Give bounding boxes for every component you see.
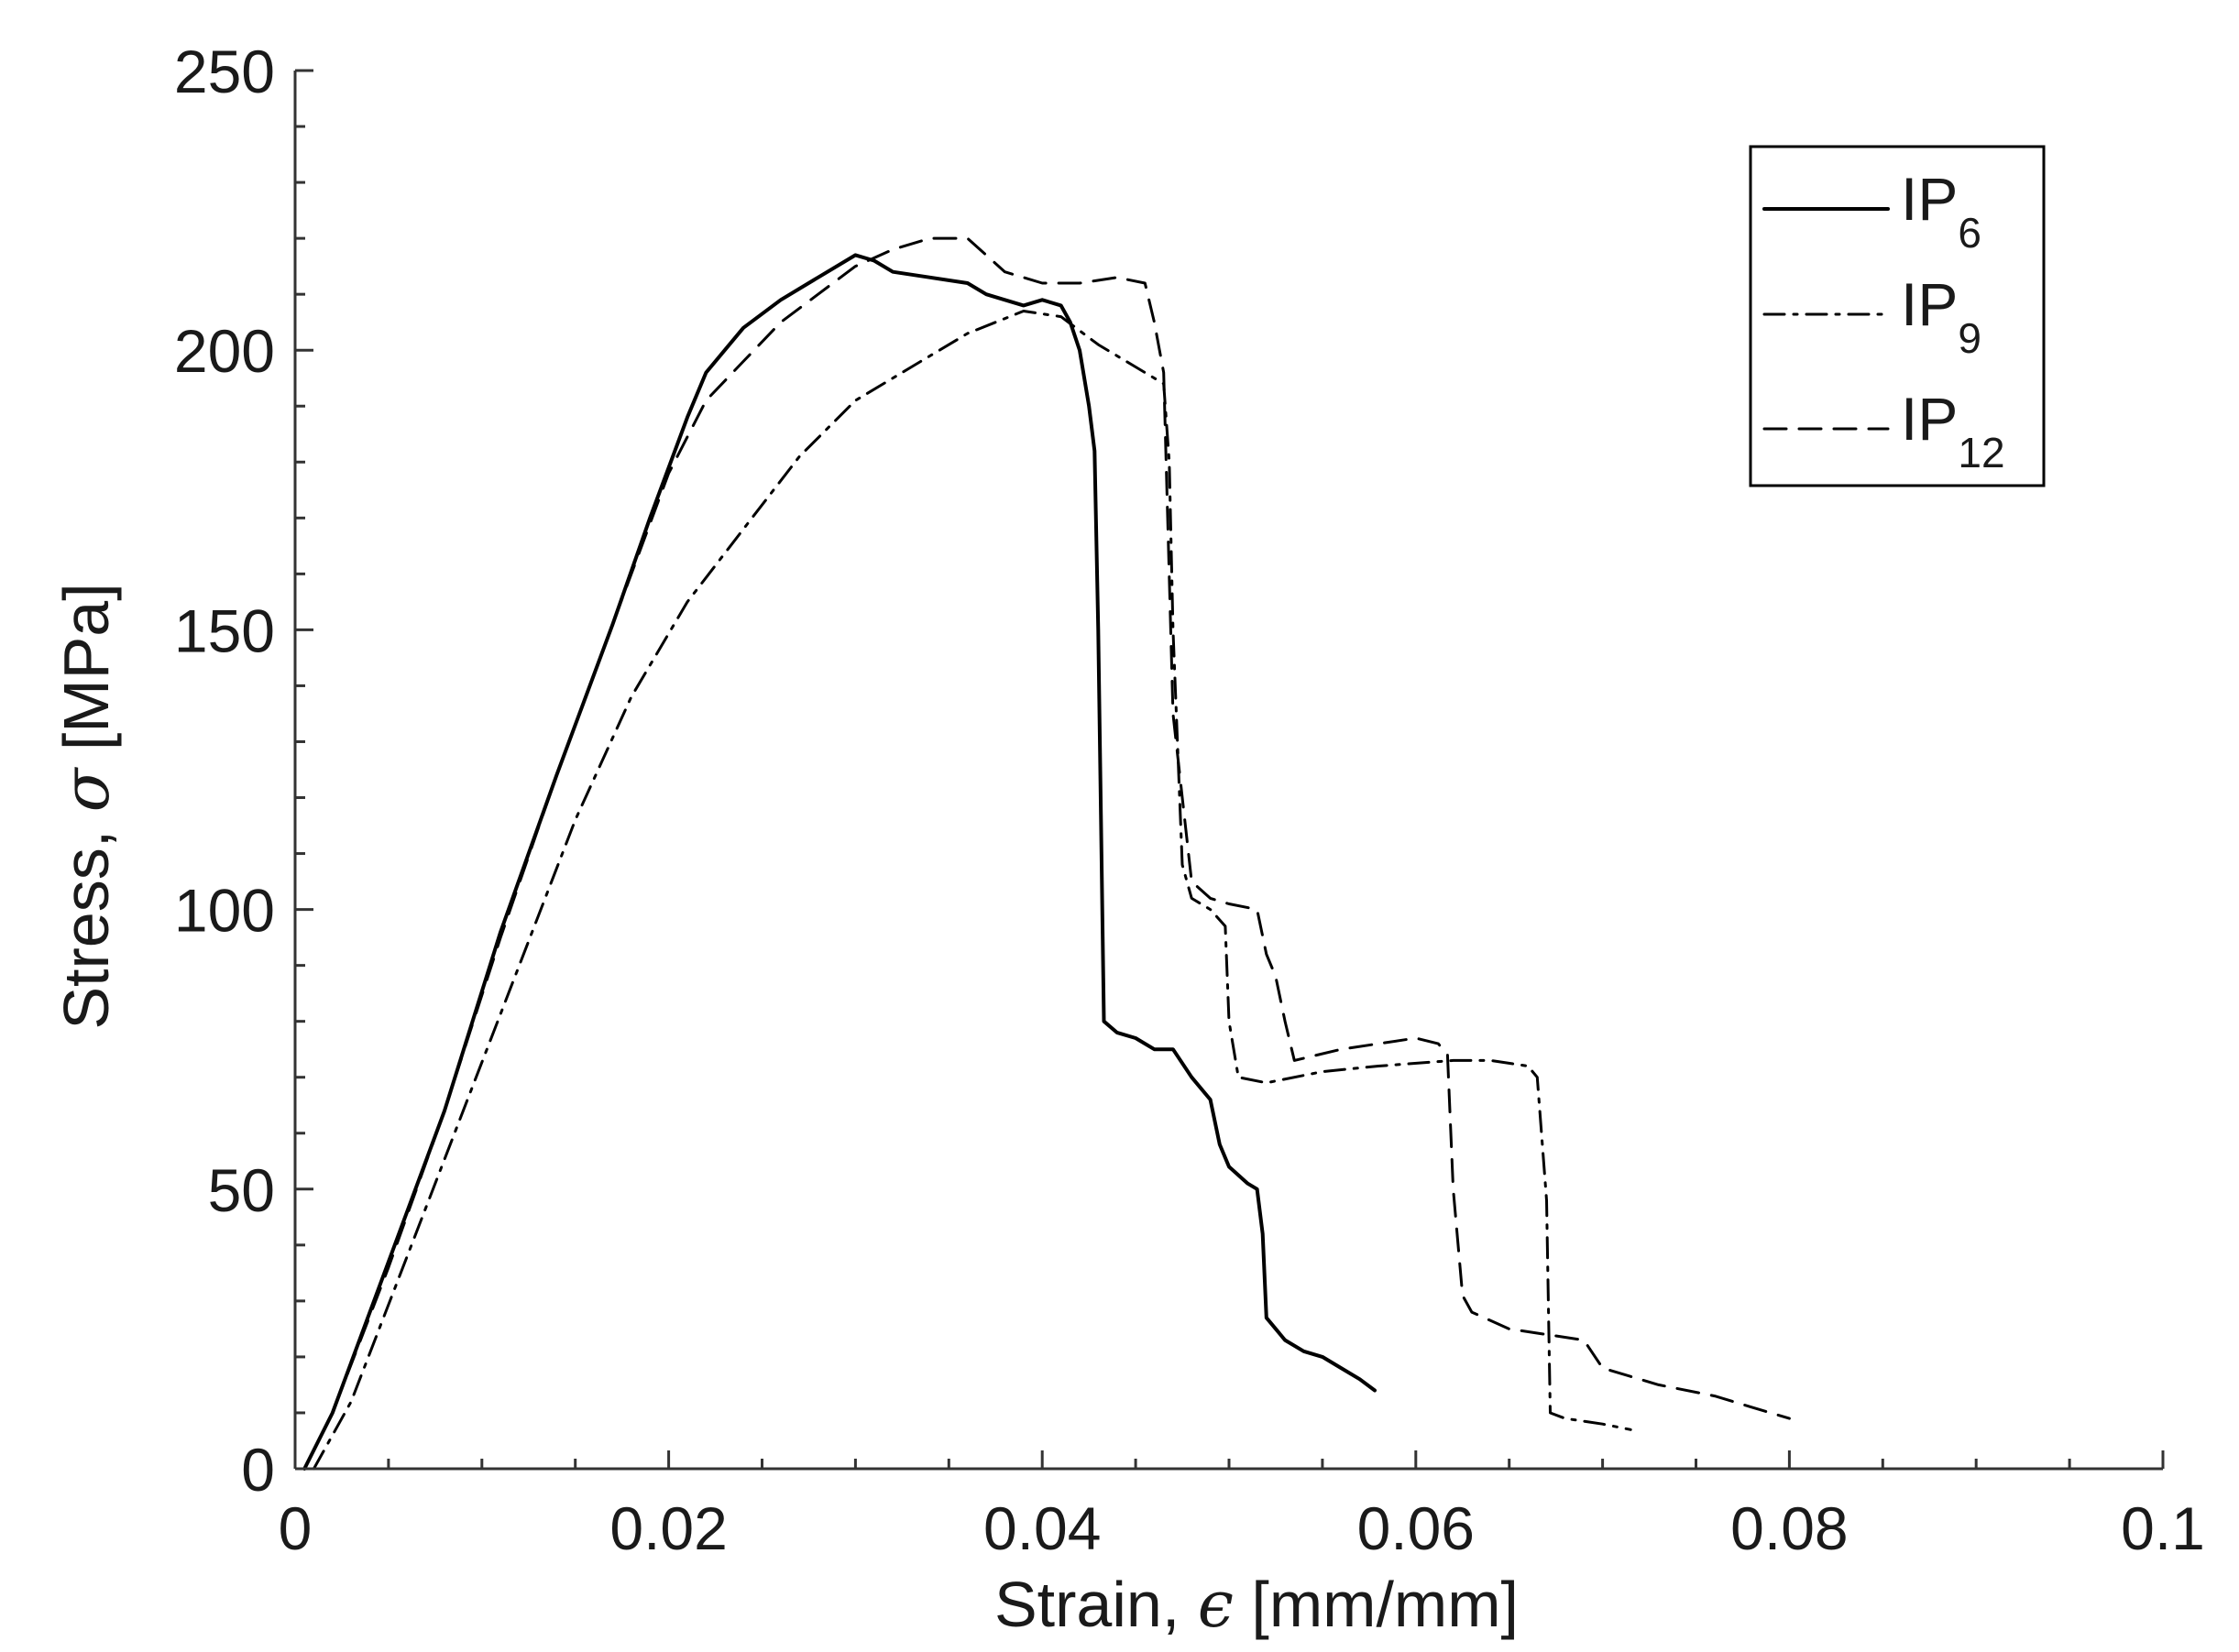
y-tick-label: 50 [208, 1156, 275, 1224]
x-tick-label: 0.02 [609, 1494, 727, 1562]
legend-label-ip9-sub: 9 [1958, 314, 1981, 362]
legend-label-ip12: IP12 [1901, 385, 2005, 476]
y-tick-label: 0 [241, 1436, 275, 1504]
legend-label-ip12-name: IP [1901, 385, 1958, 453]
x-axis-title: Strain, ϵ [mm/mm] [994, 1567, 1519, 1642]
legend-label-ip9-name: IP [1901, 270, 1958, 338]
y-axis-title: Stress, σ [MPa] [49, 583, 124, 1029]
legend-label-ip12-sub: 12 [1958, 429, 2004, 476]
y-tick-label: 100 [174, 877, 275, 945]
legend: IP6 IP9 IP12 [1749, 145, 2046, 487]
series-line-ip12 [302, 236, 1791, 1471]
legend-label-ip9: IP9 [1901, 270, 1981, 362]
series-line-ip9 [312, 310, 1632, 1471]
legend-label-ip6-name: IP [1901, 165, 1958, 233]
x-axis-title-symbol: ϵ [1198, 1567, 1234, 1642]
x-tick-label: 0 [279, 1494, 313, 1562]
y-tick-label: 250 [174, 38, 275, 105]
y-tick-label: 150 [174, 596, 275, 664]
y-axis-title-suffix: [MPa] [50, 583, 122, 768]
x-axis-title-suffix: [mm/mm] [1234, 1569, 1519, 1640]
legend-label-ip6: IP6 [1901, 165, 1981, 257]
legend-label-ip6-sub: 6 [1958, 209, 1981, 257]
series-layer [302, 236, 1791, 1471]
x-tick-label: 0.1 [2121, 1494, 2205, 1562]
y-axis-title-symbol: σ [49, 766, 124, 812]
y-axis-title-prefix: Stress, [50, 812, 122, 1029]
ticks: 0 0.02 0.04 0.06 0.08 0.1 0 50 100 150 200 250 [174, 38, 2205, 1562]
series-line-ip6 [302, 253, 1377, 1471]
x-tick-label: 0.08 [1730, 1494, 1848, 1562]
x-axis-title-prefix: Strain, [994, 1569, 1198, 1640]
y-tick-label: 200 [174, 317, 275, 385]
x-tick-label: 0.04 [983, 1494, 1101, 1562]
x-tick-label: 0.06 [1357, 1494, 1475, 1562]
